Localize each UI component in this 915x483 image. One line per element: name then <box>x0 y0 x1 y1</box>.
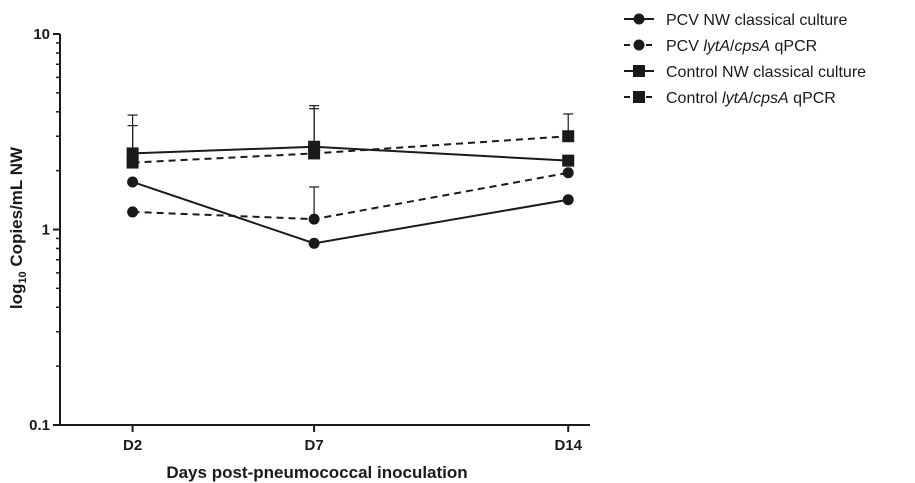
legend-swatch-marker <box>633 65 645 77</box>
x-tick-label: D2 <box>123 437 142 454</box>
data-point <box>127 206 138 217</box>
data-point <box>563 194 574 205</box>
data-point <box>309 214 320 225</box>
data-point <box>563 167 574 178</box>
y-axis-title: log10 Copies/mL NW <box>7 146 29 309</box>
x-axis-title: Days post-pneumococcal inoculation <box>166 463 467 482</box>
legend-label: PCV lytA/cpsA qPCR <box>666 38 817 55</box>
y-tick-label: 10 <box>33 26 50 43</box>
legend-label: PCV NW classical culture <box>666 12 847 29</box>
data-point <box>309 238 320 249</box>
x-tick-label: D14 <box>554 437 582 454</box>
legend: PCV NW classical culture PCV lytA/cpsA qP… <box>624 12 866 107</box>
x-tick-label: D7 <box>305 437 324 454</box>
data-point <box>127 157 139 169</box>
legend-swatch-marker <box>634 40 645 51</box>
data-point <box>562 155 574 167</box>
axes <box>60 34 590 425</box>
data-point <box>127 176 138 187</box>
series-lines <box>133 136 569 243</box>
legend-swatch-marker <box>633 91 645 103</box>
y-tick-label: 1 <box>42 222 50 239</box>
legend-swatch-marker <box>634 14 645 25</box>
legend-label: Control NW classical culture <box>666 64 866 81</box>
y-axis-title-subscript: 10 <box>17 271 29 283</box>
y-axis-title-main: log <box>7 284 26 310</box>
series-line-2 <box>133 173 569 219</box>
y-tick-label: 0.1 <box>29 417 50 434</box>
legend-label: Control lytA/cpsA qPCR <box>666 90 836 107</box>
data-point <box>308 147 320 159</box>
data-point <box>562 130 574 142</box>
y-axis-title-rest: Copies/mL NW <box>7 146 26 271</box>
